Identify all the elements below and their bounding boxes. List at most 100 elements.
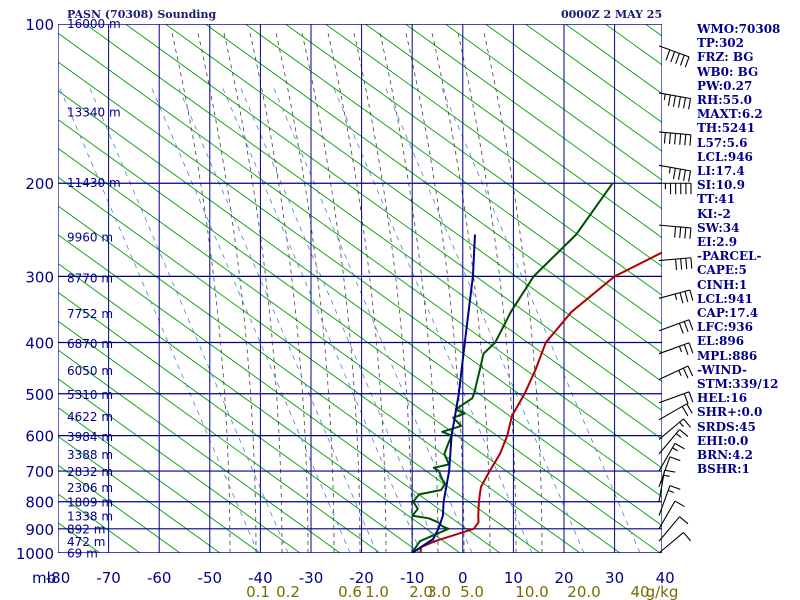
barb-flag	[688, 170, 692, 182]
pressure-tick-label: 800	[25, 494, 54, 512]
barb-flag	[665, 49, 671, 61]
height-label: 2306 m	[67, 481, 113, 495]
dry-adiabat	[244, 24, 662, 325]
pressure-tick-label: 200	[25, 175, 54, 193]
barb-staff	[658, 500, 676, 530]
stat-line: SHR+:0.0	[697, 405, 763, 420]
barb-flag	[679, 292, 684, 304]
moist-adiabat	[301, 32, 361, 553]
barb-flag	[668, 132, 672, 144]
dry-adiabat	[124, 24, 662, 411]
dry-adiabat	[58, 349, 341, 553]
mixing-ratio-label: 40	[630, 583, 649, 600]
dry-adiabat	[58, 205, 541, 553]
dry-adiabat	[58, 407, 261, 553]
wind-barb	[658, 45, 690, 68]
dry-adiabat	[58, 263, 461, 553]
temperature-tick-label: -40	[248, 569, 273, 587]
dry-adiabat	[58, 291, 421, 553]
barb-flag	[679, 54, 685, 66]
stat-line: SI:10.9	[697, 178, 745, 193]
stat-line: EI:2.9	[697, 235, 738, 250]
stat-line: TP:302	[697, 36, 745, 51]
temperature-tick-label: -10	[400, 569, 425, 587]
stat-line: -WIND-	[697, 362, 747, 377]
wind-barb	[658, 131, 692, 146]
mixing-ratio-line	[439, 83, 641, 553]
wind-barb	[658, 403, 693, 421]
mixing-ratio-line	[220, 83, 422, 553]
dewpoint-line	[410, 182, 614, 553]
height-label: 2832 m	[67, 465, 113, 479]
stat-line: TT:41	[697, 192, 736, 207]
wind-barb	[658, 257, 693, 271]
temperature-tick-label: -70	[96, 569, 121, 587]
wind-barb	[658, 469, 676, 502]
mixing-ratio-label: 20.0	[567, 583, 600, 600]
barb-flag	[683, 393, 689, 405]
moist-adiabat	[431, 32, 491, 553]
pressure-tick-label: 500	[25, 386, 54, 404]
height-label: 892 m	[67, 523, 105, 537]
mixing-ratio-label: 1.0	[365, 583, 389, 600]
barb-flag	[690, 257, 693, 269]
stat-line: EL:896	[697, 334, 745, 349]
dry-adiabat	[324, 24, 662, 267]
moist-adiabat	[483, 32, 543, 553]
height-label: 1809 m	[67, 496, 113, 510]
pressure-tick-label: 1000	[16, 545, 54, 563]
barb-flag	[689, 227, 692, 239]
dry-adiabat	[164, 24, 662, 383]
barb-flag	[689, 134, 692, 146]
pressure-tick-label: 300	[25, 268, 54, 286]
stats-panel: WMO:70308 TP:302 FRZ: BG WB0: BG PW:0.27 RH:5…	[697, 22, 797, 477]
temperature-tick-label: -50	[198, 569, 223, 587]
stat-line: LCL:946	[697, 149, 753, 164]
mixing-ratio-line	[383, 83, 585, 553]
barb-half-flag	[674, 293, 678, 300]
stat-line: LFC:936	[697, 320, 753, 335]
barb-flag	[686, 403, 693, 414]
stat-line: WB0: BG	[697, 64, 759, 79]
dry-adiabat	[284, 24, 662, 296]
wind-barb	[658, 92, 692, 110]
wind-barb	[658, 418, 692, 440]
dry-adiabat	[204, 24, 662, 354]
height-label: 472 m	[67, 535, 105, 549]
barb-half-flag	[668, 489, 675, 493]
barb-half-flag	[663, 93, 666, 101]
barb-flag	[683, 169, 687, 181]
dry-adiabat	[58, 90, 662, 527]
barb-staff	[658, 429, 680, 455]
temperature-tick-label: 30	[605, 569, 624, 587]
stat-line: EHI:0.0	[697, 433, 749, 448]
sounding-traces	[410, 182, 662, 553]
pressure-tick-label: 400	[25, 334, 54, 352]
dry-adiabat	[58, 378, 301, 553]
barb-staff	[658, 164, 691, 172]
barb-flag	[664, 469, 676, 473]
stat-line: L57:5.6	[697, 135, 748, 150]
isobars-isotherms	[58, 24, 662, 553]
stat-line: RH:55.0	[697, 93, 752, 108]
height-label: 4622 m	[67, 410, 113, 424]
barb-flag	[675, 259, 678, 271]
mixing-ratio-label: 2.0	[409, 583, 433, 600]
height-label: 16000 m	[67, 17, 121, 31]
pressure-tick-label: 100	[25, 16, 54, 34]
barb-half-flag	[675, 433, 682, 438]
wind-barb	[658, 429, 689, 455]
barb-half-flag	[678, 346, 683, 353]
temperature-tick-label: 0	[458, 569, 468, 587]
barb-half-flag	[679, 421, 684, 428]
mixing-ratio-label: g/kg	[646, 583, 679, 600]
height-label: 3388 m	[67, 448, 113, 462]
mixing-ratio-line	[238, 83, 440, 553]
mixing-ratio-line	[87, 83, 289, 553]
dry-adiabat	[58, 147, 621, 553]
height-label: 7752 m	[67, 307, 113, 321]
mixing-ratio-line	[149, 83, 351, 553]
barb-flag	[683, 97, 687, 109]
dry-adiabat	[58, 32, 662, 469]
barb-flag	[683, 321, 689, 333]
